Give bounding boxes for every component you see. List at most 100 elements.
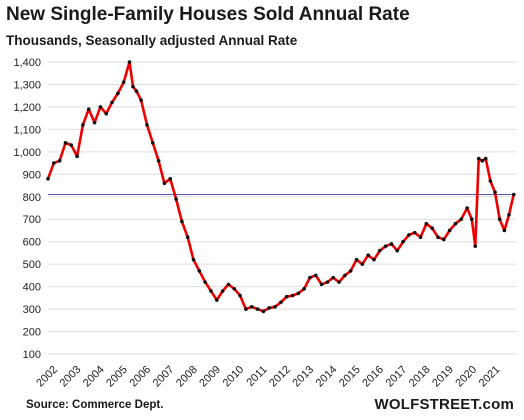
data-point	[267, 306, 271, 310]
data-point	[127, 60, 132, 64]
data-point	[418, 235, 423, 239]
data-point	[244, 307, 248, 311]
y-tick-label: 800	[23, 192, 41, 204]
y-tick-label: 500	[23, 259, 41, 271]
data-point	[232, 287, 237, 291]
x-tick-label: 2003	[58, 364, 84, 390]
x-tick-label: 2004	[81, 364, 107, 390]
data-point	[447, 228, 452, 233]
data-point	[220, 289, 225, 293]
data-point	[121, 80, 126, 85]
data-point	[209, 289, 213, 293]
data-point	[290, 293, 295, 298]
data-point	[215, 298, 219, 302]
data-point	[389, 242, 394, 246]
series-layer	[46, 60, 515, 313]
data-point	[511, 192, 516, 197]
x-tick-label: 2015	[337, 364, 363, 390]
grid-layer	[48, 61, 516, 355]
data-point	[430, 226, 434, 231]
data-point	[296, 291, 301, 296]
data-point	[226, 282, 231, 287]
source-note: Source: Commerce Dept.	[26, 399, 164, 411]
data-point	[480, 159, 485, 163]
data-point	[497, 217, 502, 222]
data-point	[255, 307, 260, 311]
data-point	[473, 244, 478, 248]
y-axis-ticks: 100 200 300 400 500 600 700 800 900 1,000 1,100 1,2…	[13, 57, 41, 361]
data-point	[488, 179, 493, 183]
data-point	[383, 244, 388, 248]
x-tick-label: 2011	[244, 364, 269, 389]
x-tick-label: 2020	[453, 364, 479, 390]
data-point	[63, 141, 68, 145]
y-tick-label: 100	[23, 349, 41, 361]
data-point	[483, 156, 488, 161]
data-point	[110, 100, 114, 105]
data-point	[139, 98, 143, 102]
chart-subtitle: Thousands, Seasonally adjusted Annual Ra…	[6, 33, 298, 48]
data-point	[279, 300, 283, 305]
x-tick-label: 2010	[221, 364, 247, 390]
data-point	[150, 141, 155, 145]
data-point	[98, 105, 103, 109]
data-point	[261, 309, 266, 314]
data-point	[476, 156, 481, 161]
data-point	[502, 228, 507, 233]
x-tick-label: 2013	[290, 364, 316, 390]
data-point	[69, 143, 74, 147]
data-point	[407, 233, 411, 237]
data-point	[453, 221, 458, 226]
data-point	[52, 161, 56, 165]
data-point	[313, 273, 318, 278]
x-tick-label: 2016	[360, 364, 386, 390]
brand-watermark: WOLFSTREET.com	[374, 396, 514, 413]
data-point	[319, 282, 324, 287]
data-point	[331, 275, 336, 280]
data-point	[273, 305, 277, 309]
data-point	[75, 154, 79, 159]
data-point	[308, 275, 312, 280]
data-point	[92, 120, 97, 125]
x-tick-label: 2002	[34, 364, 60, 390]
data-point	[469, 217, 474, 222]
data-point	[325, 280, 330, 284]
y-tick-label: 900	[23, 169, 41, 181]
y-tick-label: 1,300	[13, 79, 41, 91]
data-point	[377, 248, 382, 253]
data-point	[302, 287, 306, 291]
y-tick-label: 1,000	[13, 147, 41, 159]
y-tick-label: 600	[23, 237, 41, 249]
data-point	[238, 293, 242, 298]
data-point	[337, 280, 341, 284]
data-point	[131, 84, 135, 89]
y-tick-label: 200	[23, 327, 41, 339]
data-point	[104, 111, 109, 116]
x-axis-ticks: 2002200320042005200620072008200920102011…	[34, 364, 502, 390]
x-tick-label: 2018	[407, 364, 433, 390]
points-layer	[46, 60, 516, 314]
y-tick-label: 1,200	[13, 102, 41, 114]
data-point	[493, 190, 497, 195]
data-point	[174, 197, 178, 201]
data-point	[57, 159, 62, 163]
data-point	[354, 257, 359, 262]
data-point	[46, 177, 50, 181]
data-point	[442, 237, 446, 242]
data-point	[424, 221, 429, 226]
y-tick-label: 700	[23, 214, 41, 226]
data-point	[81, 123, 85, 127]
data-point	[168, 177, 173, 181]
data-point	[249, 305, 254, 309]
data-point	[116, 91, 120, 96]
x-tick-label: 2005	[104, 364, 130, 390]
data-point	[436, 235, 440, 239]
series-line	[46, 60, 515, 313]
chart-title: New Single-Family Houses Sold Annual Rat…	[6, 4, 410, 25]
y-tick-label: 1,100	[13, 124, 41, 136]
data-point	[185, 235, 190, 239]
data-point	[156, 159, 161, 163]
data-point	[507, 212, 511, 217]
data-point	[203, 280, 207, 284]
